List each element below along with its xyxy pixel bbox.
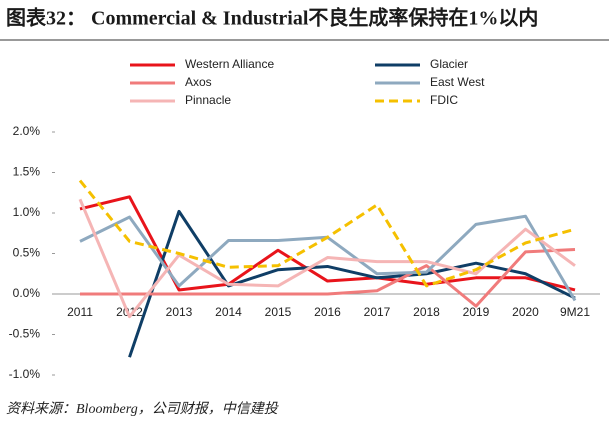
y-tick-label: 2.0% xyxy=(13,124,41,138)
legend-label: Glacier xyxy=(430,57,468,71)
source-note: 资料来源：Bloomberg，公司财报，中信建投 xyxy=(6,401,280,417)
x-tick-label: 9M21 xyxy=(560,305,590,319)
legend-label: Pinnacle xyxy=(185,93,231,107)
chart-title: 图表32： Commercial & Industrial不良生成率保持在1%以… xyxy=(6,6,538,30)
x-tick-label: 2013 xyxy=(166,305,193,319)
x-tick-label: 2014 xyxy=(215,305,242,319)
y-tick-label: -0.5% xyxy=(9,327,41,341)
series-line xyxy=(79,195,576,292)
legend-label: Axos xyxy=(185,75,212,89)
y-tick-label: 0.5% xyxy=(13,246,41,260)
legend-label: East West xyxy=(430,75,485,89)
x-tick-label: 2011 xyxy=(67,305,93,319)
legend-label: Western Alliance xyxy=(185,57,274,71)
y-tick-label: -1.0% xyxy=(9,367,41,381)
y-tick-label: 1.0% xyxy=(13,205,41,219)
x-tick-label: 2019 xyxy=(463,305,490,319)
x-tick-label: 2018 xyxy=(413,305,440,319)
x-tick-label: 2016 xyxy=(314,305,341,319)
series-line xyxy=(128,209,576,358)
x-tick-label: 2020 xyxy=(512,305,539,319)
x-tick-label: 2017 xyxy=(364,305,391,319)
x-tick-label: 2015 xyxy=(265,305,292,319)
legend-label: FDIC xyxy=(430,93,458,107)
series-line xyxy=(78,198,576,319)
series-line xyxy=(80,247,576,308)
y-tick-label: 1.5% xyxy=(13,165,41,179)
y-tick-label: 0.0% xyxy=(13,286,41,300)
series-line xyxy=(78,179,576,288)
